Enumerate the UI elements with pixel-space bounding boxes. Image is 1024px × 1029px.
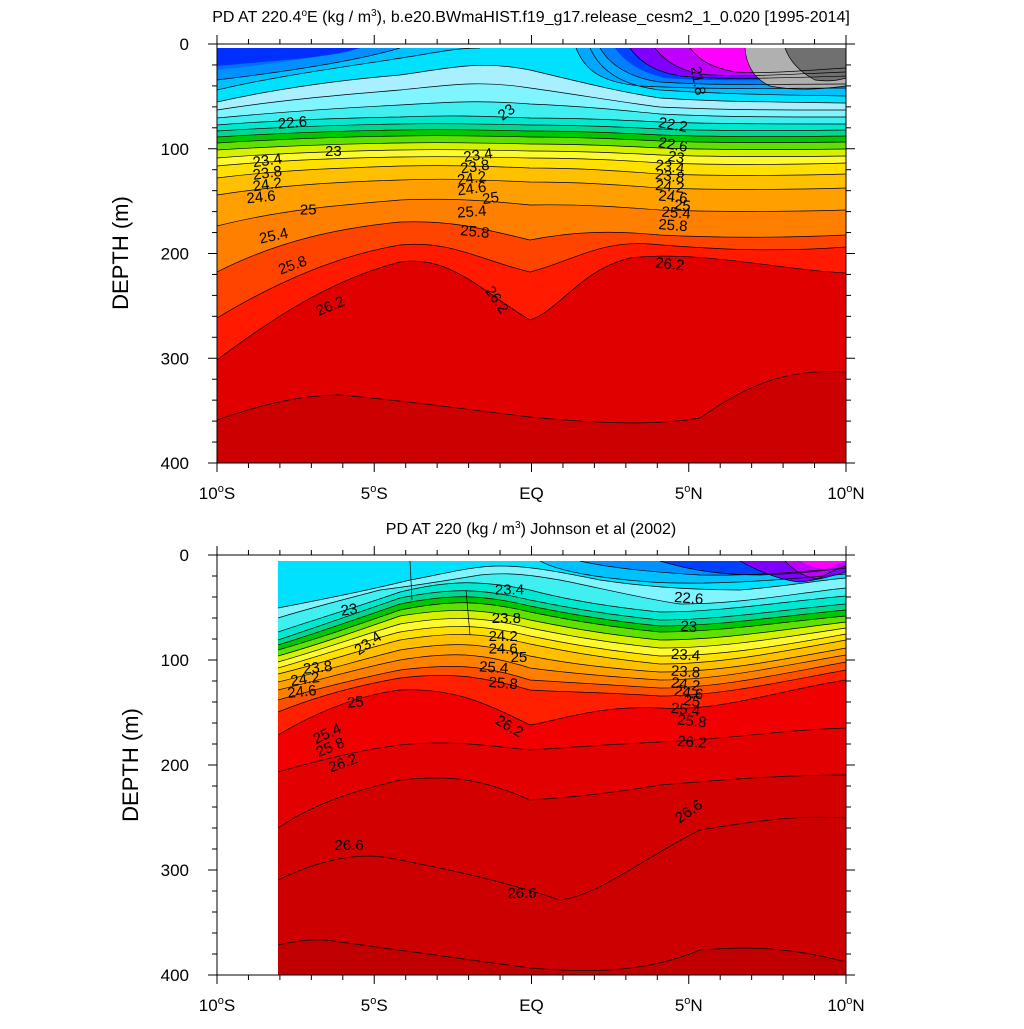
top-contour-label: 23 xyxy=(325,143,342,160)
top-contour-label: 23.8 xyxy=(459,157,490,178)
top-contour-label: 25 xyxy=(481,189,500,208)
bottom-xtick-label: 5oS xyxy=(361,995,388,1015)
bottom-contour-label: 23.8 xyxy=(492,610,521,627)
bottom-ytick-label: 300 xyxy=(161,861,189,880)
bottom-contour-label: 25.8 xyxy=(488,674,518,693)
top-ylabel: DEPTH (m) xyxy=(108,196,133,310)
bottom-contour-fill xyxy=(278,561,846,975)
top-xtick-label: 10oS xyxy=(199,483,235,503)
bottom-contour-label: 25 xyxy=(682,692,701,711)
bottom-contour-label: 25 xyxy=(511,649,528,666)
top-contour-label: 24.2 xyxy=(456,168,487,189)
top-contour-label: 23.4 xyxy=(252,150,283,171)
bottom-contour-label: 23.4 xyxy=(670,646,700,665)
top-contour-label: 23.4 xyxy=(462,145,493,166)
bottom-contour-label: 26.6 xyxy=(334,837,363,854)
top-axis-ticks: 0 100 200 300 400 10oS 5oS EQ 5oN 10oN xyxy=(161,35,865,503)
top-xtick-label: EQ xyxy=(519,484,544,503)
top-contour-lines xyxy=(217,48,846,424)
top-contour-label: 25 xyxy=(673,196,691,215)
bottom-ytick-label: 0 xyxy=(180,546,189,565)
top-contour-label: 24.6 xyxy=(246,187,277,207)
bottom-contour-label: 25 xyxy=(346,693,364,712)
top-ytick-label: 400 xyxy=(161,454,189,473)
top-ytick-label: 300 xyxy=(161,349,189,368)
top-chart-title: PD AT 220.4oE (kg / m3), b.e20.BWmaHIST.… xyxy=(212,8,850,26)
top-contour-label: 21.8 xyxy=(687,65,709,97)
top-contour-label: 24.6 xyxy=(456,179,487,200)
top-contour-label: 23.4 xyxy=(654,157,685,178)
bottom-contour-label: 24.2 xyxy=(289,669,320,690)
bottom-xtick-label: 5oN xyxy=(675,995,703,1015)
top-contour-label: 25.4 xyxy=(661,204,691,223)
bottom-xtick-label: 10oS xyxy=(199,995,235,1015)
bottom-contour-labels: 2323.423.423.422.62323.823.823.824.224.2… xyxy=(287,582,708,902)
bottom-contour-label: 24.6 xyxy=(489,640,518,657)
top-contour-label: 24.2 xyxy=(252,174,283,195)
bottom-contour-label: 23.8 xyxy=(670,663,700,682)
bottom-ylabel: DEPTH (m) xyxy=(118,708,143,822)
top-contour-label: 24.2 xyxy=(654,177,685,197)
bottom-contour-label: 23 xyxy=(340,601,359,620)
top-contour-label: 25.4 xyxy=(457,203,487,222)
bottom-contour-label: 24.6 xyxy=(673,683,704,704)
bottom-contour-label: 25.8 xyxy=(676,711,707,731)
top-contour-label: 25.4 xyxy=(258,225,290,248)
bottom-contour-label: 25.4 xyxy=(479,658,509,677)
top-xtick-label: 5oS xyxy=(361,483,388,503)
top-contour-label: 25.8 xyxy=(658,216,688,235)
top-contour-label: 24.6 xyxy=(658,187,689,207)
top-contour-label: 22.6 xyxy=(277,113,308,132)
bottom-axis-ticks: 0 100 200 300 400 10oS 5oS EQ 5oN 10oN xyxy=(161,546,865,1015)
top-ytick-label: 200 xyxy=(161,245,189,264)
bottom-xtick-label: EQ xyxy=(519,996,544,1015)
top-contour-label: 25.8 xyxy=(459,222,490,242)
bottom-contour-label: 26.6 xyxy=(507,885,536,902)
top-contour-label: 23 xyxy=(495,101,518,124)
bottom-contour-label: 24.2 xyxy=(489,628,518,645)
top-ytick-label: 0 xyxy=(180,35,189,54)
bottom-contour-lines xyxy=(278,561,846,972)
bottom-contour-label: 25.4 xyxy=(670,700,701,720)
bottom-contour-label: 26.2 xyxy=(677,733,707,752)
bottom-contour-label: 23.4 xyxy=(495,582,524,599)
bottom-contour-label: 24.6 xyxy=(287,682,318,702)
top-ytick-label: 100 xyxy=(161,140,189,159)
top-contour-label: 25 xyxy=(300,202,317,219)
bottom-xtick-label: 10oN xyxy=(827,995,864,1015)
top-contour-label: 23.8 xyxy=(654,166,685,187)
bottom-ytick-label: 400 xyxy=(161,966,189,985)
bottom-contour-label: 23.8 xyxy=(302,658,333,678)
bottom-contour-label: 23 xyxy=(680,618,698,636)
top-contour-label: 22.2 xyxy=(657,114,689,136)
top-contour-label: 23.8 xyxy=(252,163,283,184)
bottom-ytick-label: 100 xyxy=(161,651,189,670)
bottom-contour-label: 22.6 xyxy=(674,589,704,608)
top-contour-label: 26.2 xyxy=(654,254,685,274)
bottom-chart-title: PD AT 220 (kg / m3) Johnson et al (2002) xyxy=(386,520,676,538)
top-xtick-label: 5oN xyxy=(675,483,703,503)
top-contour-label: 22.6 xyxy=(657,134,689,156)
bottom-contour-label: 24.2 xyxy=(670,674,701,695)
top-xtick-label: 10oN xyxy=(827,483,864,503)
bottom-ytick-label: 200 xyxy=(161,756,189,775)
top-contour-label: 23 xyxy=(666,148,685,168)
